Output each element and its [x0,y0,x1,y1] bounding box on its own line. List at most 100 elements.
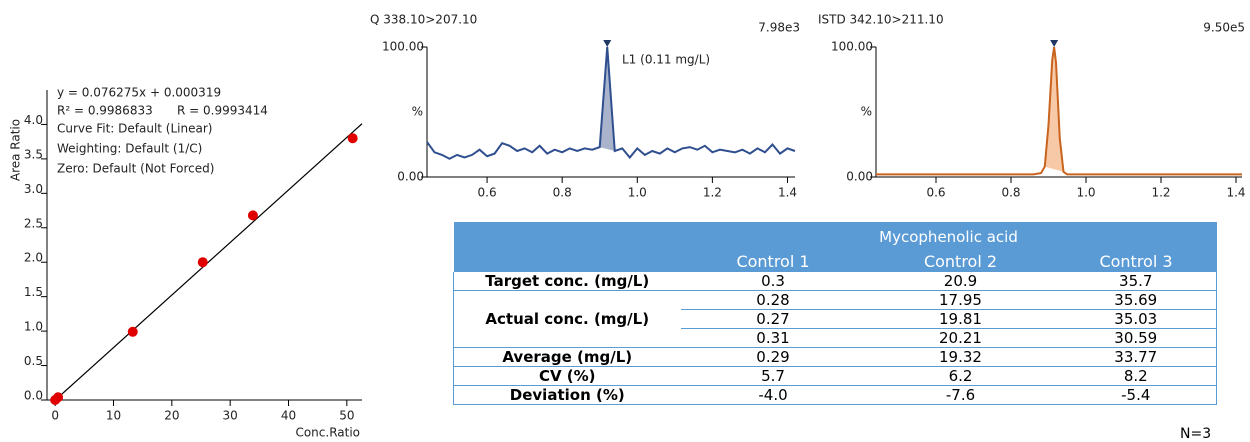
y-tick-label: 3.5 [24,147,43,161]
y-tick-label: 1.5 [24,285,43,299]
header-row: Mycophenolic acid [453,222,1217,252]
x-tick-label: 1.0 [628,186,647,200]
x-axis-label: Conc.Ratio [295,426,360,440]
cell: 8.2 [1055,366,1218,386]
table-row: 0.27 19.81 35.03 [454,309,1218,329]
table-note: N=3 [1180,426,1212,442]
x-tick-label: 1.4 [778,186,797,200]
table-row: Target conc. (mg/L) 0.3 20.9 35.7 [453,272,1218,291]
row-label: Target conc. (mg/L) [453,272,681,291]
point [247,210,258,221]
x-tick-label: 1.2 [1151,186,1170,200]
cell: 35.69 [1055,290,1218,310]
column-header: Control 2 [865,252,1056,272]
annotation: R = 0.9993414 [177,104,268,118]
x-tick-label: 40 [281,409,296,423]
x-tick-label: 0.8 [1001,186,1020,200]
table-row: Actual conc. (mg/L) 0.28 17.95 35.69 [453,290,1218,348]
trace [426,46,796,160]
x-tick-label: 1.2 [703,186,722,200]
table-row: CV (%) 5.7 6.2 8.2 [453,366,1218,386]
annotation: y = 0.076275x + 0.000319 [57,86,221,100]
annotation: Curve Fit: Default (Linear) [57,122,212,136]
header-cell [453,222,681,252]
row-label: CV (%) [453,366,681,386]
y-tick-label: 1.0 [24,320,43,334]
x-tick-label: 0.6 [926,186,945,200]
annotation: Zero: Default (Not Forced) [57,162,214,176]
y-tick-label: 2.5 [24,216,43,230]
cell: 17.95 [865,290,1056,310]
y-axis-label: % [861,105,872,119]
cell: 20.21 [865,328,1056,348]
annotation: Weighting: Default (1/C) [57,142,202,156]
point [197,257,208,268]
column-header: Control 1 [680,252,866,272]
x-tick-label: 0.8 [553,186,572,200]
table-title: Mycophenolic acid [680,222,1217,252]
cell: 30.59 [1055,328,1218,348]
cell: 0.31 [680,328,866,348]
max-label: 9.50e5 [1203,21,1245,35]
y-axis-label: % [412,105,423,119]
cell: 6.2 [865,366,1056,386]
header-row: Control 1 Control 2 Control 3 [453,252,1217,272]
cell: 0.3 [680,272,866,291]
trace [876,46,1242,176]
point [347,133,358,144]
cell: 33.77 [1055,347,1218,367]
annotation: R² = 0.9986833 [57,104,153,118]
cell: -4.0 [680,385,866,405]
y-tick-label: 4.0 [24,113,43,127]
cell: 35.7 [1055,272,1218,291]
y-tick-label: 2.0 [24,251,43,265]
y-tick-label: 100.00 [831,40,873,54]
cell: 19.32 [865,347,1056,367]
y-tick-label: 0.00 [397,170,424,184]
peak-marker [603,40,612,47]
x-tick-label: 50 [339,409,354,423]
cell: 35.03 [1055,309,1218,329]
x-tick-label: 30 [223,409,238,423]
cell: -7.6 [865,385,1056,405]
peak-area [599,47,615,151]
table-row: Average (mg/L) 0.29 19.32 33.77 [453,347,1218,367]
y-tick-label: 100.00 [382,40,424,54]
peak-area [1044,47,1064,172]
x-tick-label: 20 [164,409,179,423]
table-row: 0.31 20.21 30.59 [454,328,1218,348]
cell: -5.4 [1055,385,1218,405]
cell: 5.7 [680,366,866,386]
cell: 0.27 [680,309,866,329]
point [127,326,138,337]
peak-marker [1050,40,1059,47]
x-tick-label: 10 [106,409,121,423]
chart-title: Q 338.10>207.10 [370,13,477,27]
y-tick-label: 0.0 [24,389,43,403]
cell: 20.9 [865,272,1056,291]
cell: 0.28 [680,290,866,310]
y-tick-label: 3.0 [24,182,43,196]
row-label: Average (mg/L) [453,347,681,367]
x-tick-label: 0 [51,409,59,423]
y-tick-label: 0.00 [846,170,873,184]
results-table: Mycophenolic acid Control 1 Control 2 Contr… [453,222,1218,405]
x-tick-label: 1.4 [1226,186,1245,200]
peak-label: L1 (0.11 mg/L) [622,53,710,67]
cell: 0.29 [680,347,866,367]
row-label: Deviation (%) [453,385,681,405]
row-label: Actual conc. (mg/L) [453,290,681,348]
y-axis-label: Area Ratio [9,119,23,181]
x-tick-label: 0.6 [478,186,497,200]
x-tick-label: 1.0 [1076,186,1095,200]
chart-title: ISTD 342.10>211.10 [818,13,944,27]
max-label: 7.98e3 [758,21,800,35]
table-row: Deviation (%) -4.0 -7.6 -5.4 [453,385,1218,405]
point [53,392,64,403]
header-cell [453,252,681,272]
cell: 19.81 [865,309,1056,329]
column-header: Control 3 [1055,252,1217,272]
y-tick-label: 0.5 [24,354,43,368]
